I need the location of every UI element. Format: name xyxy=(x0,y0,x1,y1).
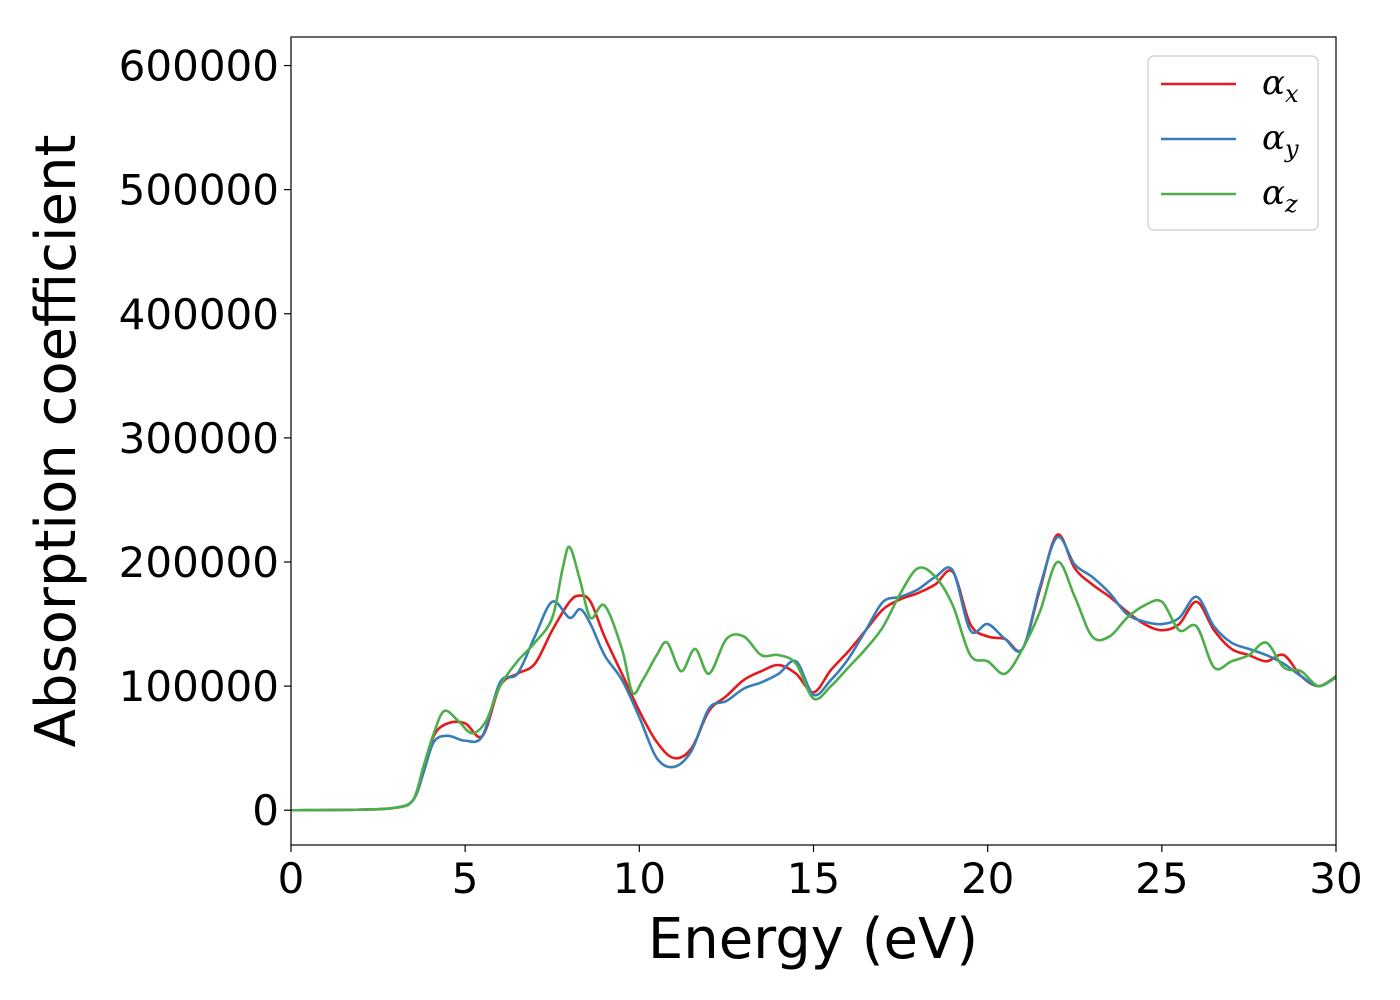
series-line-y xyxy=(291,535,1336,812)
series-line-x xyxy=(291,533,1336,812)
legend-label-subscript: z xyxy=(1284,190,1298,218)
legend-label-z: αz xyxy=(1262,173,1298,218)
legend-label-x: αx xyxy=(1262,63,1299,108)
legend-label-subscript: x xyxy=(1285,80,1299,108)
x-tick-label: 10 xyxy=(613,854,666,903)
x-tick-label: 25 xyxy=(1135,854,1188,903)
legend-label-base: α xyxy=(1262,173,1285,213)
x-axis-title: Energy (eV) xyxy=(648,907,978,972)
y-axis-title: Absorption coefficient xyxy=(24,135,89,748)
y-tick-label: 400000 xyxy=(119,290,279,339)
x-tick-label: 5 xyxy=(452,854,479,903)
y-axis: 0 100000 200000 300000 400000 500000 600000 xyxy=(119,42,291,835)
x-tick-label: 15 xyxy=(787,854,840,903)
legend-label-subscript: y xyxy=(1284,135,1299,163)
legend-box xyxy=(1147,55,1319,231)
x-tick-label: 0 xyxy=(278,854,305,903)
series-line-z xyxy=(291,545,1336,812)
y-tick-label: 200000 xyxy=(119,538,279,587)
x-axis: 0 5 10 15 20 25 30 xyxy=(278,845,1363,903)
y-tick-label: 300000 xyxy=(119,414,279,463)
legend-label-base: α xyxy=(1262,118,1285,158)
x-tick-label: 20 xyxy=(961,854,1014,903)
series-lines xyxy=(291,533,1336,812)
legend-label-base: α xyxy=(1262,63,1285,103)
y-tick-label: 600000 xyxy=(119,42,279,91)
legend-label-y: αy xyxy=(1262,118,1299,163)
y-tick-label: 100000 xyxy=(119,662,279,711)
x-tick-label: 30 xyxy=(1309,854,1362,903)
y-tick-label: 500000 xyxy=(119,166,279,215)
y-tick-label: 0 xyxy=(252,786,279,835)
